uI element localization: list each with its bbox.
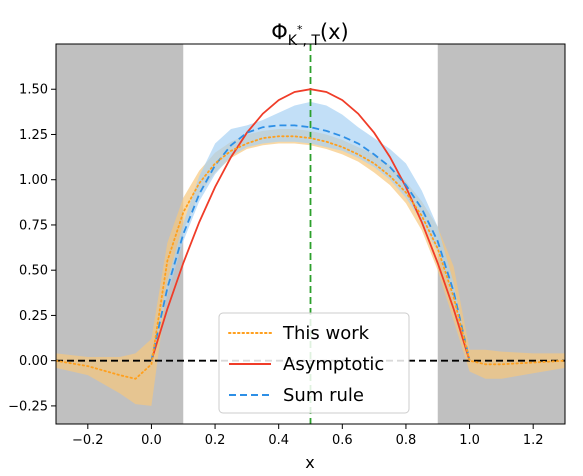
y-tick-label: 1.25 <box>19 128 48 143</box>
x-tick-label: 0.4 <box>268 433 289 448</box>
chart-title: ΦK*, T(x) <box>271 20 349 49</box>
legend: This work Asymptotic Sum rule <box>218 312 410 414</box>
x-tick-label: −0.2 <box>72 433 104 448</box>
plot-frame <box>55 43 566 425</box>
y-tick-label: −0.25 <box>8 399 48 414</box>
x-tick-label: 0.0 <box>141 433 162 448</box>
x-tick-label: 0.6 <box>332 433 353 448</box>
chart-title-subscript-tail: , T <box>302 33 320 49</box>
x-tick-label: 1.0 <box>459 433 480 448</box>
legend-box <box>218 312 410 414</box>
legend-label-0: This work <box>282 323 370 344</box>
x-axis-label: x <box>305 453 314 472</box>
y-tick-label: 0.75 <box>19 218 48 233</box>
series-line-0 <box>56 135 565 380</box>
y-tick-label: 0.25 <box>19 309 48 324</box>
x-axis-ticks: −0.2 0.0 0.2 0.4 0.6 0.8 1.0 1.2 <box>72 424 544 448</box>
x-tick-label: 0.8 <box>396 433 417 448</box>
x-tick-label: 0.2 <box>205 433 226 448</box>
y-tick-label: 0.00 <box>19 354 48 369</box>
legend-label-1: Asymptotic <box>283 354 384 375</box>
band-series-0 <box>56 129 565 406</box>
chart-title-subscript: K <box>288 33 298 49</box>
series-lines <box>56 88 565 380</box>
legend-label-2: Sum rule <box>283 385 364 406</box>
chart-title-argument: (x) <box>320 20 349 44</box>
y-tick-label: 0.50 <box>19 264 48 279</box>
chart-title-superscript: * <box>297 23 303 36</box>
y-tick-label: 1.50 <box>19 83 48 98</box>
chart-title-main: Φ <box>271 20 288 44</box>
y-axis-ticks: −0.25 0.00 0.25 0.50 0.75 1.00 1.25 1.50 <box>8 83 56 414</box>
series-line-1 <box>150 88 471 361</box>
x-tick-label: 1.2 <box>523 433 544 448</box>
y-tick-label: 1.00 <box>19 173 48 188</box>
